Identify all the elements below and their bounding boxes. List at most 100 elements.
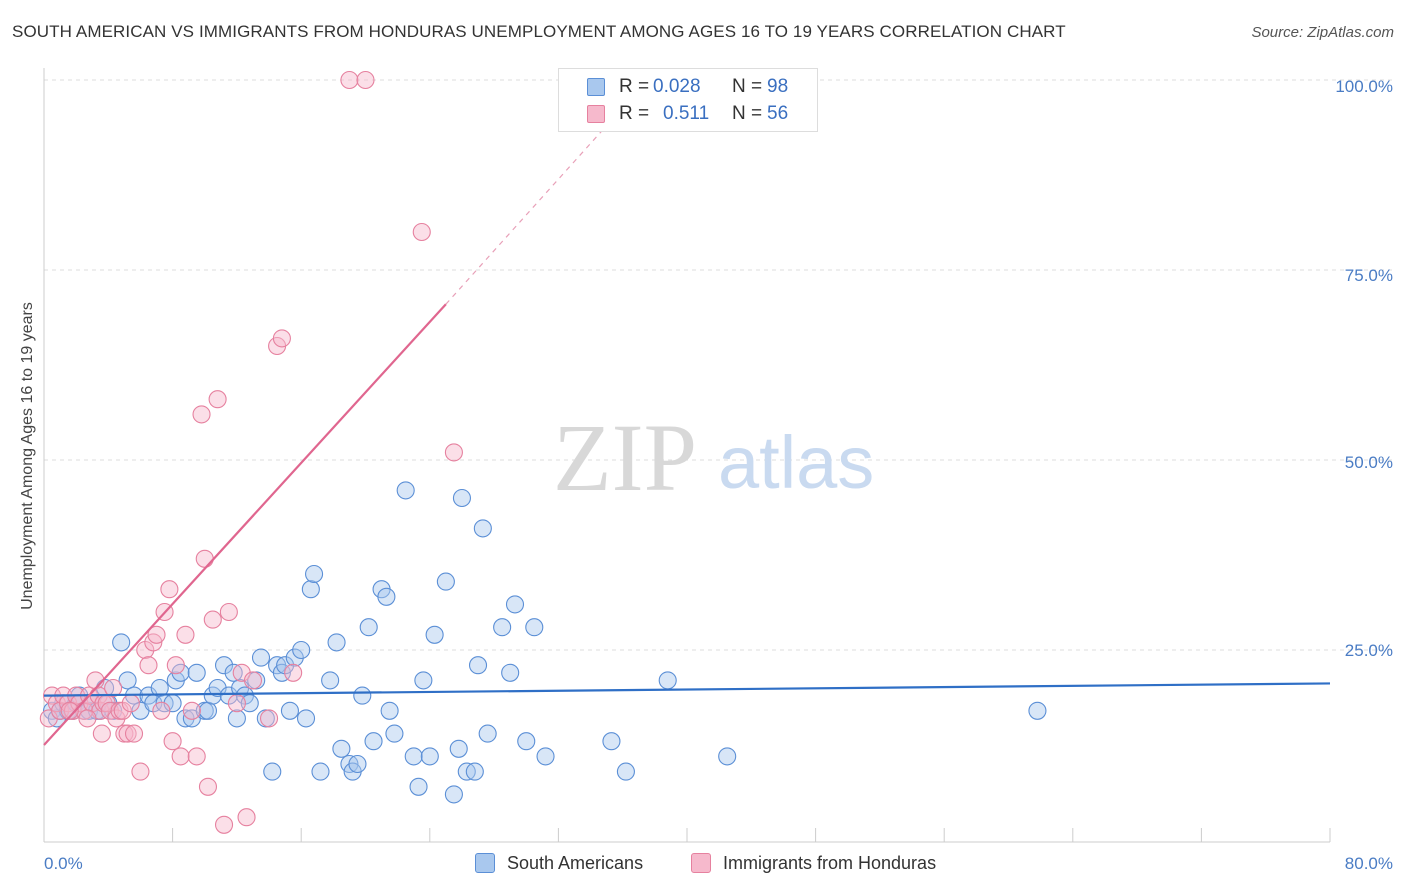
data-point xyxy=(412,222,431,242)
data-point xyxy=(1028,701,1047,720)
data-point xyxy=(364,732,383,751)
legend-n-label: N = xyxy=(732,76,763,97)
data-point xyxy=(160,580,179,599)
data-point xyxy=(359,618,378,637)
legend-n-label: N = xyxy=(732,103,763,124)
data-point xyxy=(176,625,195,644)
data-point xyxy=(227,709,246,728)
bottom-legend-label: South Americans xyxy=(507,853,644,873)
data-point xyxy=(658,671,677,690)
data-point xyxy=(198,777,218,796)
y-tick-label: 75.0% xyxy=(1345,266,1393,285)
data-point xyxy=(444,443,463,462)
data-point xyxy=(104,678,123,698)
data-point xyxy=(195,549,214,568)
data-point xyxy=(377,587,396,606)
watermark: ZIP atlas xyxy=(553,404,874,511)
data-point xyxy=(340,70,359,90)
grid-lines xyxy=(44,79,1395,651)
data-point xyxy=(60,701,79,720)
data-point xyxy=(272,329,291,348)
data-point xyxy=(163,732,182,751)
data-point xyxy=(112,633,131,652)
y-tick-label: 25.0% xyxy=(1345,641,1393,660)
data-point xyxy=(505,595,525,614)
data-point xyxy=(602,732,621,751)
data-point xyxy=(356,70,375,90)
data-point xyxy=(478,724,497,743)
data-point xyxy=(214,656,234,675)
data-point xyxy=(301,580,320,599)
data-point xyxy=(616,762,635,781)
trend-lines xyxy=(43,125,1331,746)
data-point xyxy=(284,663,303,682)
legend-n-value: 56 xyxy=(767,103,789,124)
data-point xyxy=(214,815,234,834)
x-tick-label: 0.0% xyxy=(44,854,83,873)
legend-swatch-pink xyxy=(587,105,605,123)
data-point xyxy=(152,701,171,720)
honduras-points xyxy=(39,70,463,834)
data-point xyxy=(139,656,158,675)
data-point xyxy=(280,701,299,720)
data-point xyxy=(263,762,282,781)
data-point xyxy=(718,747,737,766)
trend-line-honduras-extension xyxy=(445,125,608,305)
data-point xyxy=(396,481,415,500)
bottom-legend-swatch-pink xyxy=(691,853,711,873)
data-point xyxy=(121,694,140,713)
data-point xyxy=(227,694,246,713)
legend-n-value: 98 xyxy=(767,76,789,97)
y-tick-label: 100.0% xyxy=(1335,77,1393,96)
data-point xyxy=(404,747,423,766)
data-point xyxy=(100,701,119,720)
data-point xyxy=(452,488,472,508)
x-tick-label: 80.0% xyxy=(1345,854,1393,873)
data-point xyxy=(436,572,455,591)
data-point xyxy=(348,754,367,774)
data-point xyxy=(192,405,211,424)
legend-r-value: 0.028 xyxy=(653,76,701,97)
data-point xyxy=(465,762,484,781)
data-point xyxy=(296,709,316,728)
data-point xyxy=(305,564,324,584)
data-point xyxy=(187,663,206,682)
data-point xyxy=(327,633,346,652)
data-point xyxy=(311,762,330,781)
legend-r-label: R = xyxy=(619,103,650,124)
legend-r-label: R = xyxy=(619,76,650,97)
chart-title: SOUTH AMERICAN VS IMMIGRANTS FROM HONDUR… xyxy=(12,22,1066,41)
data-point xyxy=(425,625,444,644)
data-point xyxy=(380,701,399,720)
correlation-legend: R = 0.028 N = 98 R = 0.511 N = 56 xyxy=(558,68,818,132)
data-point xyxy=(176,709,195,728)
data-point xyxy=(409,777,428,796)
data-point xyxy=(118,671,137,690)
data-point xyxy=(259,709,279,728)
data-point xyxy=(444,785,463,804)
data-point xyxy=(353,686,372,705)
data-point xyxy=(420,747,439,766)
bottom-legend-swatch-blue xyxy=(475,853,495,873)
data-point xyxy=(182,701,201,720)
data-point xyxy=(285,648,304,667)
data-point xyxy=(203,610,222,629)
data-point xyxy=(536,747,555,766)
data-point xyxy=(501,663,520,682)
data-point xyxy=(525,618,544,637)
watermark-atlas: atlas xyxy=(718,421,874,504)
chart-source: Source: ZipAtlas.com xyxy=(1251,24,1394,41)
data-point xyxy=(86,671,105,690)
data-point xyxy=(321,671,340,690)
data-point xyxy=(517,732,536,751)
data-point xyxy=(147,625,166,644)
data-point xyxy=(124,724,144,743)
trend-line-honduras xyxy=(43,303,447,746)
legend-swatch-blue xyxy=(587,78,605,96)
data-point xyxy=(385,724,404,743)
data-point xyxy=(468,656,488,675)
data-point xyxy=(243,671,263,690)
data-point xyxy=(187,747,206,766)
data-point xyxy=(208,390,227,409)
